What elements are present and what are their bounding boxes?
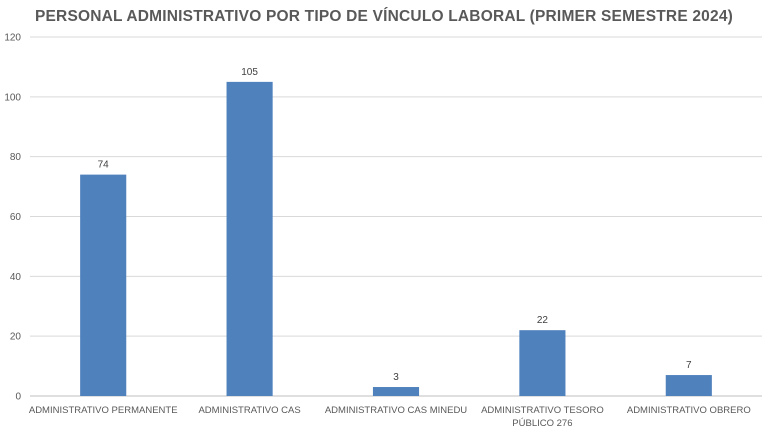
- category-label: ADMINISTRATIVO PERMANENTE: [29, 405, 178, 416]
- bar: [665, 375, 712, 396]
- data-label: 3: [393, 372, 399, 383]
- y-tick-label: 80: [10, 152, 22, 163]
- bar: [80, 174, 127, 396]
- bar: [519, 330, 566, 396]
- data-label: 22: [537, 315, 549, 326]
- y-tick-label: 60: [10, 212, 22, 223]
- y-tick-label: 40: [10, 272, 22, 283]
- data-label: 105: [241, 67, 258, 78]
- category-label: ADMINISTRATIVO CAS MINEDU: [325, 405, 467, 416]
- y-tick-label: 20: [10, 332, 22, 343]
- category-label: ADMINISTRATIVO CAS: [198, 405, 300, 416]
- category-label: ADMINISTRATIVO OBRERO: [627, 405, 751, 416]
- bar: [372, 387, 420, 396]
- bar: [226, 81, 273, 396]
- y-tick-label: 100: [4, 92, 21, 103]
- data-label: 74: [98, 160, 110, 171]
- category-label: ADMINISTRATIVO TESORO PÚBLICO 276: [481, 405, 604, 428]
- y-tick-label: 120: [4, 33, 21, 44]
- chart-title: PERSONAL ADMINISTRATIVO POR TIPO DE VÍNC…: [34, 8, 734, 25]
- data-label: 7: [686, 360, 692, 371]
- y-tick-label: 0: [15, 392, 21, 403]
